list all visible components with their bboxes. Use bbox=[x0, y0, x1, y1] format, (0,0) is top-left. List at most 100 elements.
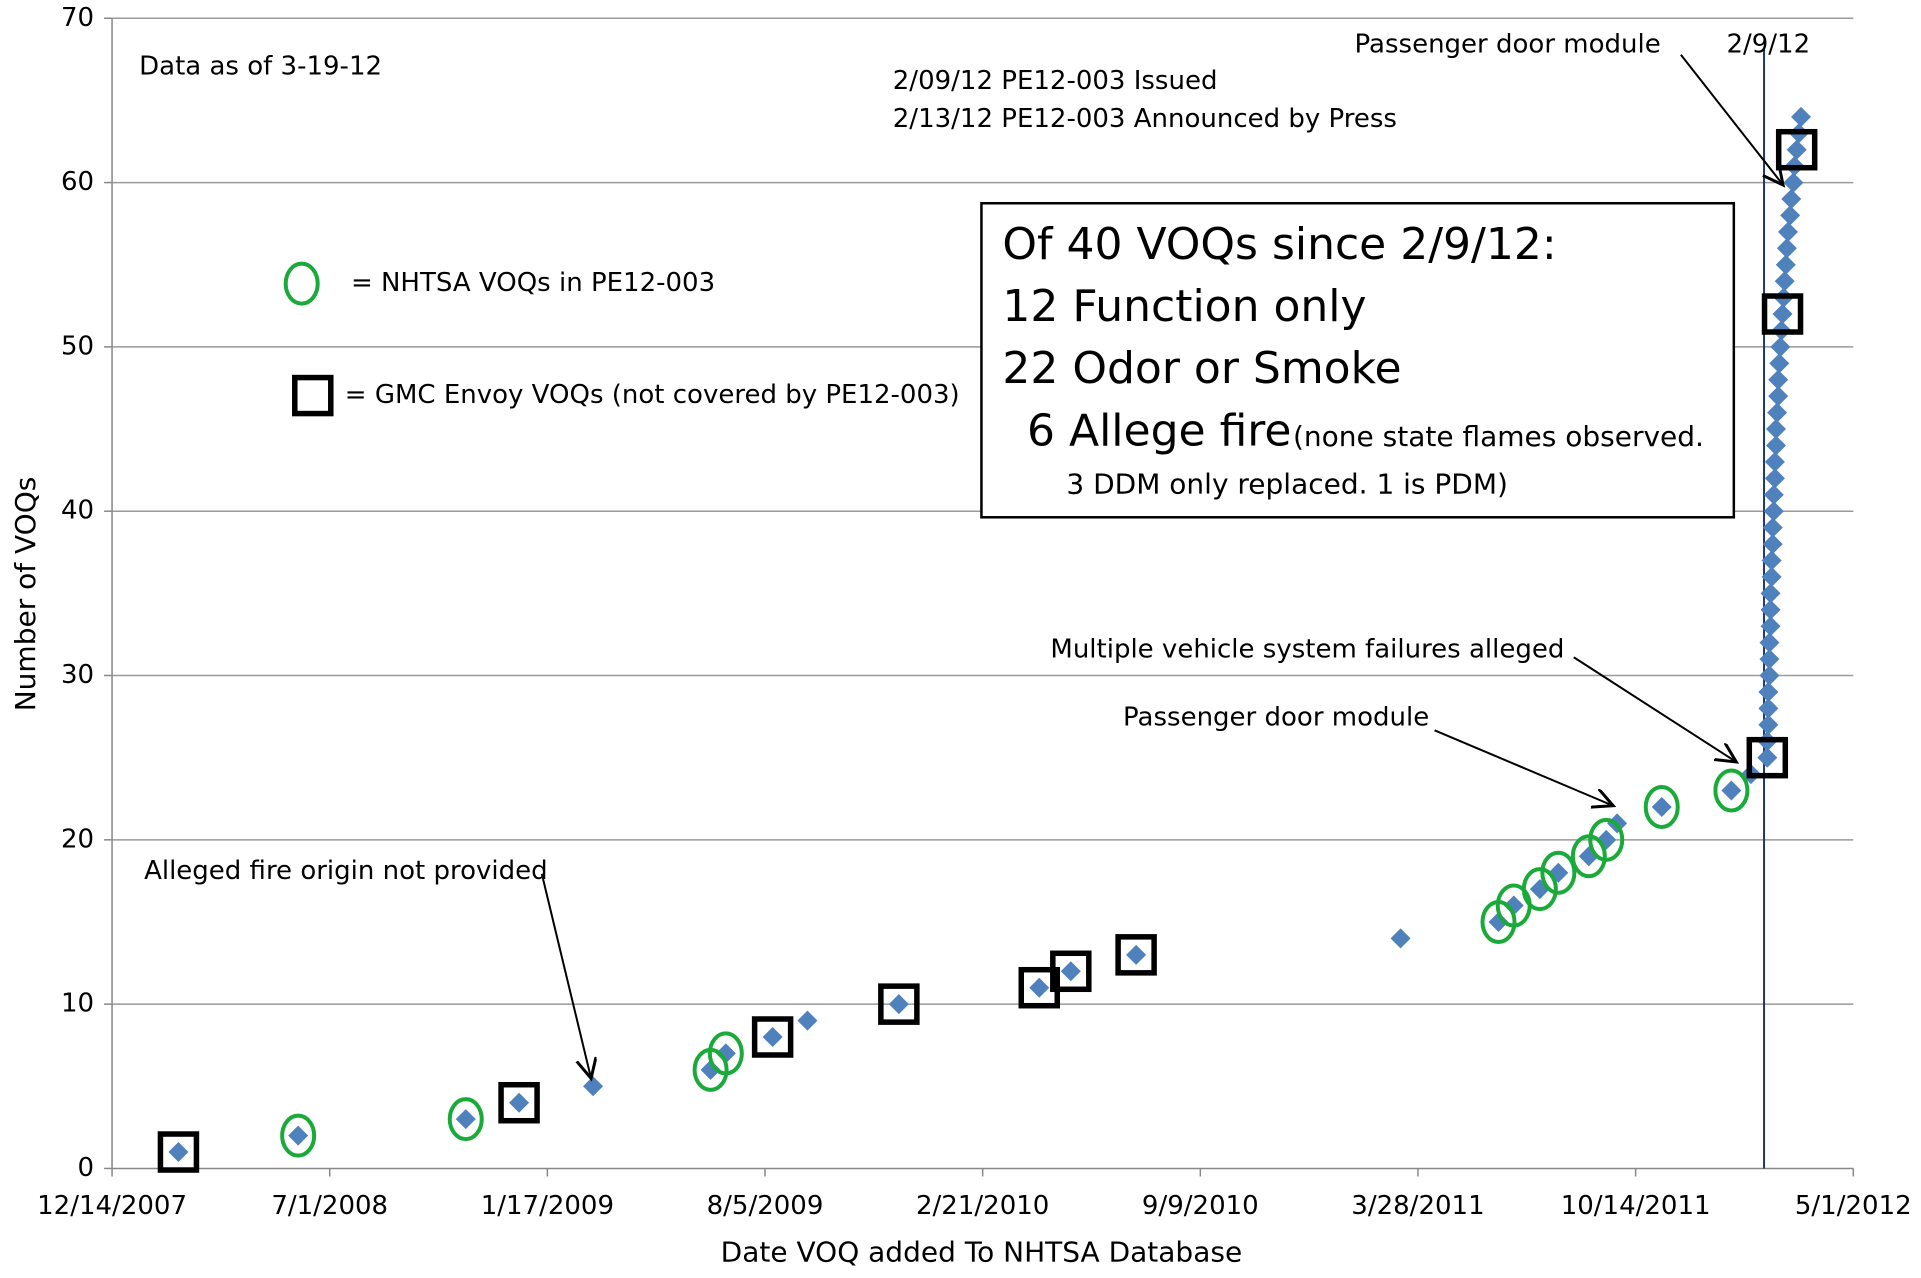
y-tick-label: 70 bbox=[61, 3, 94, 33]
point bbox=[1758, 698, 1779, 719]
y-tick-label: 10 bbox=[61, 989, 94, 1019]
highlight-circle bbox=[447, 1097, 484, 1142]
point bbox=[1759, 649, 1780, 670]
point bbox=[1761, 550, 1782, 571]
y-tick-label: 50 bbox=[61, 331, 94, 361]
point bbox=[1390, 928, 1411, 949]
point bbox=[1768, 386, 1789, 407]
highlight-square bbox=[751, 1016, 794, 1058]
x-tick-label: 8/5/2009 bbox=[707, 1191, 824, 1221]
annotation: Passenger door module bbox=[1123, 703, 1429, 733]
annotation: Passenger door module bbox=[1355, 30, 1661, 60]
highlight-square bbox=[1115, 934, 1157, 976]
point bbox=[700, 1059, 721, 1080]
highlight-square bbox=[1050, 950, 1092, 993]
point bbox=[1757, 747, 1778, 768]
point bbox=[1762, 534, 1783, 555]
x-tick-label: 7/1/2008 bbox=[271, 1191, 388, 1221]
point bbox=[1786, 139, 1807, 160]
point bbox=[1781, 189, 1802, 210]
annotation: Multiple vehicle system failures alleged bbox=[1050, 634, 1564, 664]
y-tick-label: 60 bbox=[61, 167, 94, 197]
highlight-circle bbox=[283, 261, 320, 306]
point bbox=[1777, 221, 1798, 242]
point bbox=[1766, 435, 1787, 456]
point bbox=[1775, 254, 1796, 275]
highlight-square bbox=[498, 1081, 540, 1124]
legend-label: = NHTSA VOQs in PE12-003 bbox=[351, 268, 715, 298]
annotation-arrow bbox=[540, 873, 591, 1078]
x-tick-label: 3/28/2011 bbox=[1351, 1191, 1484, 1221]
point bbox=[1764, 451, 1785, 472]
highlight-circle bbox=[280, 1113, 317, 1158]
summary-line: (none state flames observed. bbox=[1293, 420, 1704, 453]
summary-line: 3 DDM only replaced. 1 is PDM) bbox=[1066, 468, 1508, 501]
summary-line: 12 Function only bbox=[1002, 281, 1366, 332]
point bbox=[715, 1043, 736, 1064]
point bbox=[1774, 271, 1795, 292]
y-tick-label: 40 bbox=[61, 496, 94, 526]
highlight-square bbox=[157, 1131, 200, 1173]
x-tick-label: 1/17/2009 bbox=[481, 1191, 614, 1221]
reference-label: 2/9/12 bbox=[1726, 30, 1810, 60]
point bbox=[1780, 205, 1801, 226]
point bbox=[1776, 238, 1797, 259]
point bbox=[509, 1092, 530, 1113]
point bbox=[1783, 172, 1804, 193]
annotation-arrow bbox=[1573, 656, 1737, 762]
point bbox=[1759, 665, 1780, 686]
annotation: 2/09/12 PE12-003 Issued bbox=[893, 66, 1218, 96]
point bbox=[1060, 961, 1081, 982]
point bbox=[1760, 599, 1781, 620]
highlight-circle bbox=[1588, 817, 1625, 862]
point bbox=[1768, 369, 1789, 390]
highlight-square bbox=[878, 983, 920, 1025]
summary-line: Of 40 VOQs since 2/9/12: bbox=[1002, 219, 1556, 270]
point bbox=[455, 1109, 476, 1130]
point bbox=[1764, 468, 1785, 489]
point bbox=[1488, 911, 1509, 932]
highlight-circle bbox=[1713, 768, 1750, 813]
x-tick-label: 9/9/2010 bbox=[1142, 1191, 1259, 1221]
point bbox=[1758, 681, 1779, 702]
point bbox=[288, 1125, 309, 1146]
x-tick-label: 12/14/2007 bbox=[37, 1191, 187, 1221]
highlight-circle bbox=[1521, 867, 1558, 912]
x-tick-label: 5/1/2012 bbox=[1795, 1191, 1912, 1221]
point bbox=[1772, 304, 1793, 325]
highlight-square bbox=[1761, 293, 1804, 335]
point bbox=[1761, 566, 1782, 587]
point bbox=[1791, 106, 1812, 127]
point bbox=[1760, 616, 1781, 637]
x-axis-title: Date VOQ added To NHTSA Database bbox=[721, 1236, 1243, 1269]
point bbox=[1721, 780, 1742, 801]
point bbox=[797, 1010, 818, 1031]
x-tick-label: 2/21/2010 bbox=[916, 1191, 1049, 1221]
point bbox=[1651, 796, 1672, 817]
point bbox=[1503, 895, 1524, 916]
y-tick-label: 30 bbox=[61, 660, 94, 690]
annotation-arrow bbox=[1434, 729, 1614, 805]
x-tick-label: 10/14/2011 bbox=[1561, 1191, 1711, 1221]
point bbox=[762, 1027, 783, 1048]
summary-line: 22 Odor or Smoke bbox=[1002, 343, 1401, 394]
summary-line: 6 Allege fire bbox=[1027, 405, 1292, 456]
point bbox=[1758, 714, 1779, 735]
highlight-square bbox=[292, 374, 334, 417]
point bbox=[1126, 944, 1147, 965]
highlight-square bbox=[1746, 736, 1789, 779]
summary-box bbox=[980, 202, 1736, 519]
point bbox=[1763, 501, 1784, 522]
highlight-circle bbox=[707, 1031, 744, 1076]
annotation: Data as of 3-19-12 bbox=[139, 51, 382, 81]
point bbox=[1763, 484, 1784, 505]
highlight-circle bbox=[1540, 850, 1577, 895]
point bbox=[168, 1142, 189, 1163]
highlight-circle bbox=[1643, 784, 1680, 829]
legend-label: = GMC Envoy VOQs (not covered by PE12-00… bbox=[345, 380, 960, 410]
point bbox=[1760, 583, 1781, 604]
point bbox=[1769, 353, 1790, 374]
point bbox=[1770, 336, 1791, 357]
annotation: 2/13/12 PE12-003 Announced by Press bbox=[893, 104, 1397, 134]
